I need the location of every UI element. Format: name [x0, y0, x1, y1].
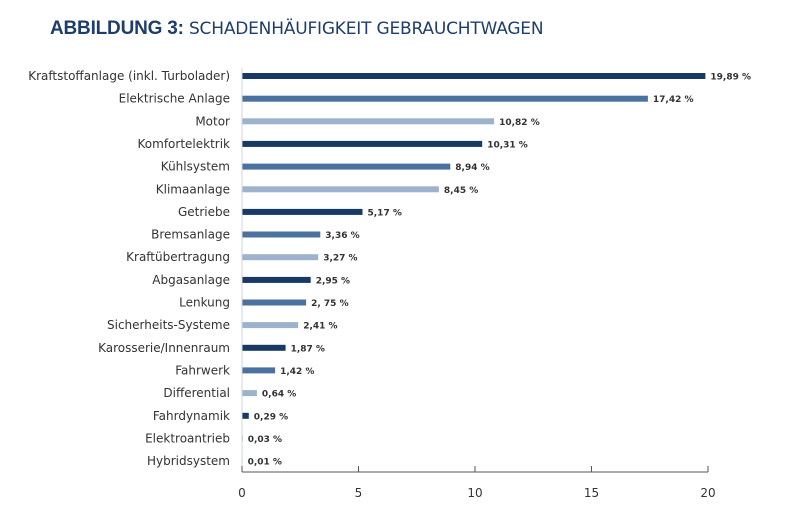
category-label: Abgasanlage [152, 273, 230, 287]
category-label: Sicherheits-Systeme [107, 318, 230, 332]
category-label: Motor [195, 114, 230, 128]
category-label: Komfortelektrik [138, 137, 231, 151]
bar [242, 254, 319, 261]
value-label: 5,17 % [368, 208, 402, 218]
value-label: 0,03 % [248, 435, 282, 445]
value-label: 3,36 % [325, 231, 359, 241]
bar [242, 140, 483, 147]
bars-group [242, 73, 706, 464]
category-label: Hybridsystem [147, 454, 230, 468]
bar [242, 163, 451, 170]
value-label: 3,27 % [323, 254, 357, 264]
bar [242, 367, 276, 374]
value-label: 2,41 % [303, 322, 337, 332]
category-label: Klimaanlage [156, 182, 230, 196]
category-label: Kühlsystem [161, 160, 230, 174]
value-label: 19,89 % [710, 73, 751, 83]
category-label: Fahrwerk [175, 363, 230, 377]
category-label: Elektrische Anlage [119, 92, 230, 106]
x-tick-label: 15 [584, 486, 599, 500]
value-label: 10,31 % [487, 140, 528, 150]
category-label: Elektroantrieb [145, 431, 230, 445]
value-label: 8,45 % [444, 186, 478, 196]
value-label: 0,01 % [248, 458, 282, 468]
category-label: Karosserie/Innenraum [98, 341, 230, 355]
category-label: Differential [163, 386, 230, 400]
chart-title: ABBILDUNG 3: SCHADENHÄUFIGKEIT GEBRAUCHT… [50, 18, 544, 40]
bar [242, 412, 249, 419]
bar [242, 186, 439, 193]
bar [242, 344, 286, 351]
chart-title-rest: SCHADENHÄUFIGKEIT GEBRAUCHTWAGEN [183, 19, 544, 39]
value-label: 1,87 % [291, 344, 325, 354]
bar [242, 231, 321, 238]
category-label: Kraftstoffanlage (inkl. Turbolader) [28, 69, 230, 83]
bar [242, 299, 307, 306]
value-label: 0,64 % [262, 390, 296, 400]
value-label: 10,82 % [499, 118, 540, 128]
bar [242, 118, 495, 125]
bar [242, 276, 311, 283]
x-tick-label: 5 [355, 486, 363, 500]
value-label: 2, 75 % [311, 299, 349, 309]
category-label: Kraftübertragung [126, 250, 230, 264]
chart-title-bold: ABBILDUNG 3: [50, 18, 184, 39]
bar [242, 208, 363, 215]
value-label: 17,42 % [653, 95, 694, 105]
category-label: Getriebe [178, 205, 230, 219]
value-label: 1,42 % [280, 367, 314, 377]
x-tick-label: 20 [700, 486, 715, 500]
value-labels-group: 19,89 % 17,42 % 10,82 % 10,31 % 8,94 % 8,45 %… [248, 73, 751, 468]
category-labels-group: Kraftstoffanlage (inkl. Turbolader) Elekt… [28, 69, 230, 468]
bar [242, 73, 706, 79]
value-label: 2,95 % [316, 276, 350, 286]
category-label: Lenkung [179, 296, 230, 310]
category-label: Fahrdynamik [153, 409, 230, 423]
category-label: Bremsanlage [151, 228, 230, 242]
x-tick-label: 0 [238, 486, 246, 500]
x-axis: 0 5 10 15 20 [238, 68, 716, 500]
bar [242, 390, 257, 397]
value-label: 0,29 % [254, 412, 288, 422]
bar [242, 322, 299, 329]
x-tick-label: 10 [467, 486, 482, 500]
value-label: 8,94 % [455, 163, 489, 173]
bar [242, 95, 648, 102]
